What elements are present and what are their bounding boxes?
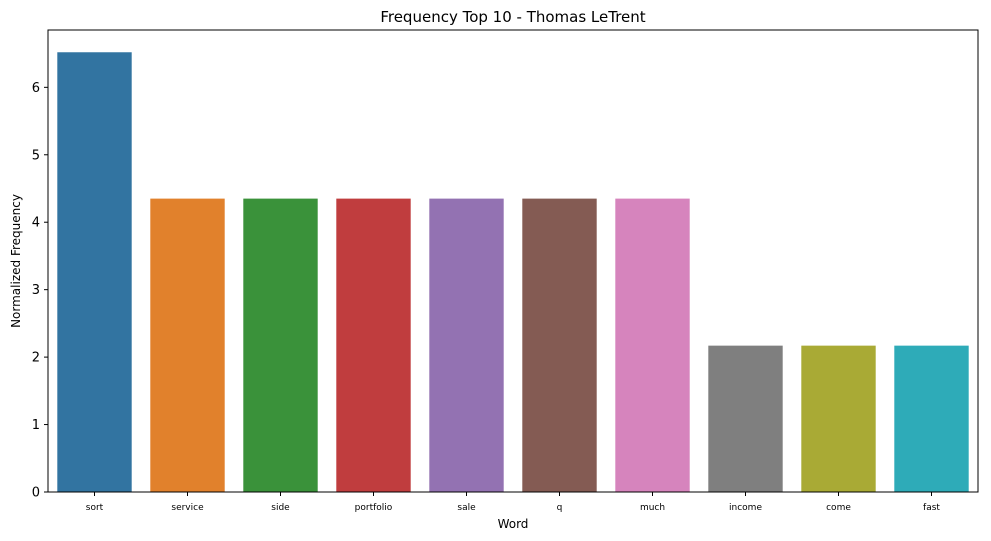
- bar-service: [150, 198, 225, 492]
- x-tick-label: income: [729, 503, 762, 513]
- x-axis: sort service side portfolio sale q much income c…: [86, 492, 940, 513]
- x-tick-label: sale: [457, 503, 476, 513]
- bar-sale: [429, 198, 504, 492]
- y-tick-label: 6: [32, 81, 40, 96]
- bar-much: [615, 198, 690, 492]
- bar-side: [243, 198, 318, 492]
- y-tick-label: 1: [32, 418, 40, 433]
- bar-come: [801, 345, 876, 492]
- y-tick-label: 5: [32, 148, 40, 163]
- bar-income: [708, 345, 783, 492]
- y-tick-label: 4: [32, 216, 40, 231]
- x-tick-label: side: [271, 503, 290, 513]
- x-tick-label: come: [826, 503, 851, 513]
- bar-sort: [57, 52, 132, 493]
- y-tick-label: 0: [32, 486, 40, 501]
- bars-group: [57, 52, 969, 493]
- x-tick-label: portfolio: [355, 503, 393, 513]
- x-axis-label: Word: [498, 517, 529, 531]
- chart-title: Frequency Top 10 - Thomas LeTrent: [380, 8, 645, 26]
- bar-q: [522, 198, 597, 492]
- x-tick-label: q: [557, 503, 563, 513]
- plot-frame: [47, 29, 979, 493]
- y-tick-label: 3: [32, 283, 40, 298]
- bar-portfolio: [336, 198, 411, 492]
- y-axis-label: Normalized Frequency: [9, 194, 23, 328]
- x-tick-label: service: [171, 503, 204, 513]
- x-tick-label: much: [640, 503, 665, 513]
- y-tick-label: 2: [32, 351, 40, 366]
- x-tick-label: sort: [86, 503, 104, 513]
- x-tick-label: fast: [923, 503, 940, 513]
- y-axis: 0 1 2 3 4 5 6: [32, 81, 48, 501]
- bar-fast: [894, 345, 969, 492]
